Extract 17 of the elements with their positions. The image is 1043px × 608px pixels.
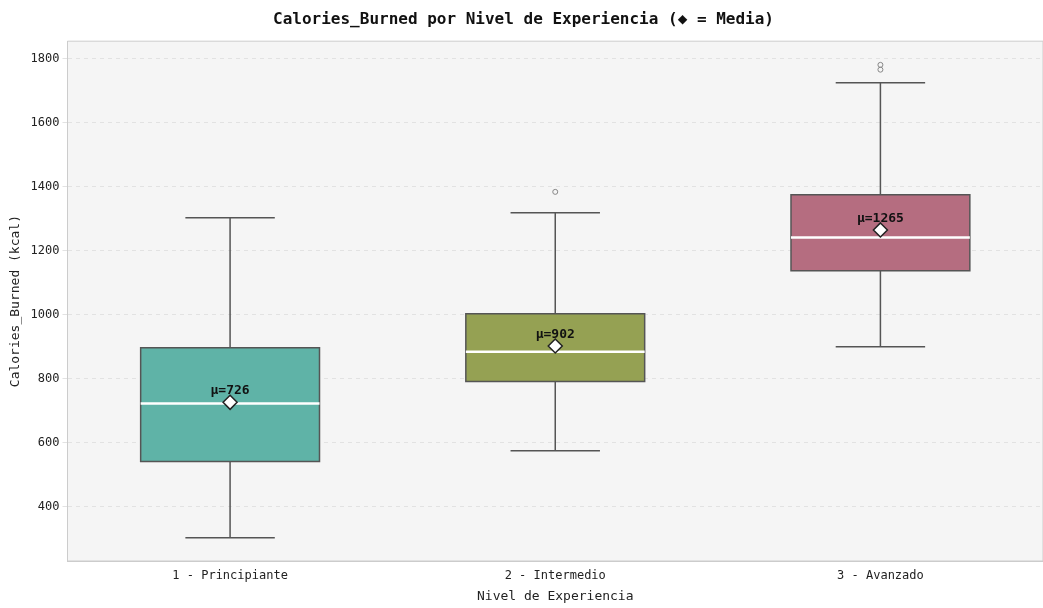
annotation: μ=726 [210,382,250,398]
y-tick-label: 1400 [30,178,60,193]
annotation: μ=902 [535,325,575,341]
chart-title: Calories_Burned por Nivel de Experiencia (◆ = Media) [273,8,774,28]
x-tick-label: 3 - Avanzado [837,568,924,583]
y-tick-label: 1800 [30,50,60,65]
y-tick-label: 400 [37,498,60,513]
x-tick-label: 1 - Principiante [172,568,288,583]
x-tick-label: 2 - Intermedio [504,568,606,583]
y-tick-label: 600 [37,434,60,449]
x-axis-title: Nivel de Experiencia [476,587,634,603]
y-tick-label: 1200 [30,242,60,257]
y-tick-label: 1600 [30,114,60,129]
y-tick-label: 800 [37,370,60,385]
y-tick-label: 1000 [30,306,60,321]
y-axis-title: Calories_Burned (kcal) [7,215,23,388]
annotation: μ=1265 [856,209,904,225]
